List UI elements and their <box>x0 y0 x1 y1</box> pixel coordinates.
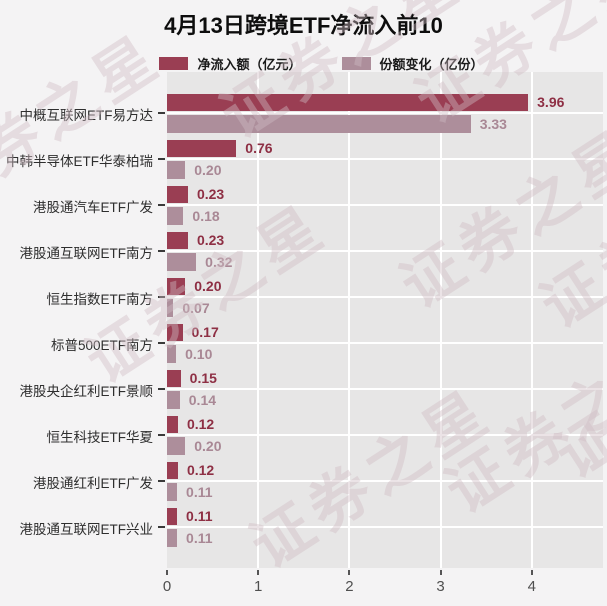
plot-area: 3.96 3.33 0.76 0.20 0.23 0.18 0.23 0.32 0.20 0.07… <box>167 72 603 568</box>
x-tick-label: 3 <box>436 578 445 595</box>
x-tick-label: 0 <box>162 578 172 595</box>
category-tick <box>158 296 165 298</box>
x-tick <box>348 570 351 575</box>
legend-swatch-share-change <box>341 57 371 70</box>
bar-value-share-change: 0.10 <box>185 345 213 362</box>
gridline-horizontal <box>167 388 603 390</box>
legend: 净流入额（亿元） 份额变化（亿份） <box>0 54 607 73</box>
legend-item-share-change: 份额变化（亿份） <box>341 54 484 73</box>
gridline-horizontal <box>167 204 603 206</box>
x-tick-label: 2 <box>345 578 354 595</box>
bar-value-net-inflow: 0.23 <box>196 185 225 202</box>
x-tick <box>257 570 260 575</box>
x-tick <box>439 570 442 575</box>
bar-net-inflow <box>167 323 183 341</box>
category-tick <box>158 342 165 344</box>
bar-net-inflow <box>167 93 529 111</box>
bar-share-change <box>167 391 180 409</box>
bar-share-change <box>167 207 184 225</box>
bar-share-change <box>167 253 197 271</box>
bar-value-net-inflow: 0.12 <box>186 415 215 432</box>
bar-value-share-change: 0.07 <box>182 299 210 316</box>
bar-net-inflow <box>167 507 178 525</box>
category-tick <box>158 158 165 160</box>
category-label: 港股央企红利ETF景顺 <box>19 384 154 399</box>
bar-value-share-change: 0.11 <box>186 529 213 546</box>
bar-share-change <box>167 345 177 363</box>
gridline-horizontal <box>167 158 603 160</box>
bar-value-net-inflow: 0.23 <box>196 231 225 248</box>
category-label: 恒生指数ETF南方 <box>46 292 154 307</box>
gridline-vertical <box>348 72 351 568</box>
bar-share-change <box>167 299 174 317</box>
category-label: 港股通红利ETF广发 <box>33 476 153 491</box>
bar-value-net-inflow: 0.17 <box>191 323 219 340</box>
category-tick <box>158 480 165 482</box>
legend-label-net-inflow: 净流入额（亿元） <box>197 57 302 72</box>
bar-share-change <box>167 529 178 547</box>
bar-value-net-inflow: 0.76 <box>245 139 273 156</box>
bar-share-change <box>167 437 186 455</box>
category-tick <box>158 204 165 206</box>
category-tick <box>158 250 165 252</box>
bar-net-inflow <box>167 139 237 157</box>
gridline-horizontal <box>167 342 603 344</box>
bar-value-share-change: 0.32 <box>205 253 233 270</box>
category-label: 中韩半导体ETF华泰柏瑞 <box>6 154 153 169</box>
chart-title: 4月13日跨境ETF净流入前10 <box>164 13 443 38</box>
bar-share-change <box>167 483 178 501</box>
category-tick <box>158 388 165 390</box>
bar-net-inflow <box>167 277 186 295</box>
bar-value-net-inflow: 0.12 <box>186 461 215 478</box>
category-label: 港股通汽车ETF广发 <box>33 200 153 215</box>
x-tick <box>166 570 168 575</box>
bar-net-inflow <box>167 461 178 479</box>
category-label: 中概互联网ETF易方达 <box>19 108 154 123</box>
gridline-horizontal <box>167 250 603 252</box>
bar-value-net-inflow: 0.20 <box>194 277 222 294</box>
category-tick <box>158 526 165 528</box>
gridline-vertical <box>530 72 533 568</box>
x-tick <box>530 570 533 575</box>
bar-value-share-change: 0.11 <box>186 483 213 500</box>
bar-value-net-inflow: 3.96 <box>537 93 565 110</box>
bar-value-net-inflow: 0.15 <box>189 369 217 386</box>
bar-value-share-change: 0.20 <box>194 437 222 454</box>
bar-net-inflow <box>167 369 181 387</box>
category-tick <box>158 434 165 436</box>
x-tick-label: 4 <box>527 578 536 595</box>
category-label: 港股通互联网ETF南方 <box>19 246 154 261</box>
x-tick-label: 1 <box>254 578 263 595</box>
bar-value-share-change: 0.14 <box>188 391 217 408</box>
category-tick <box>158 112 165 114</box>
bar-net-inflow <box>167 415 178 433</box>
category-label: 标普500ETF南方 <box>50 338 153 353</box>
category-label: 恒生科技ETF华夏 <box>46 430 154 445</box>
legend-label-share-change: 份额变化（亿份） <box>379 57 484 72</box>
legend-item-net-inflow: 净流入额（亿元） <box>159 54 302 73</box>
gridline-horizontal <box>167 480 603 482</box>
bar-value-share-change: 0.20 <box>194 161 222 178</box>
gridline-horizontal <box>167 434 603 436</box>
bar-value-net-inflow: 0.11 <box>186 507 213 524</box>
bar-share-change <box>167 115 471 133</box>
gridline-horizontal <box>167 296 603 298</box>
gridline-vertical <box>257 72 260 568</box>
bar-net-inflow <box>167 185 188 203</box>
category-label: 港股通互联网ETF兴业 <box>19 522 154 537</box>
bar-net-inflow <box>167 231 188 249</box>
gridline-vertical <box>439 72 442 568</box>
bar-share-change <box>167 161 186 179</box>
gridline-horizontal <box>167 112 603 114</box>
bar-value-share-change: 3.33 <box>479 115 507 132</box>
legend-swatch-net-inflow <box>159 57 189 70</box>
bar-value-share-change: 0.18 <box>192 207 220 224</box>
gridline-horizontal <box>167 526 603 528</box>
